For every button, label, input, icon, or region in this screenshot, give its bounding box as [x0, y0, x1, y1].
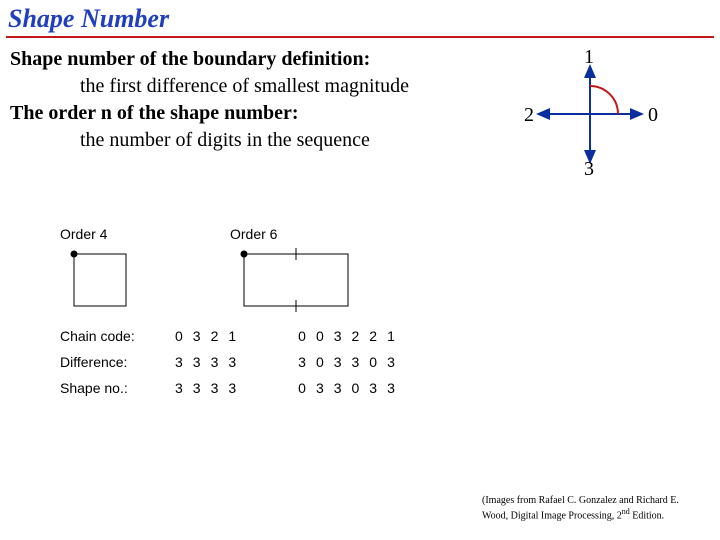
orders-figure: Order 4 Order 6 Chain code:	[60, 226, 540, 406]
page-title: Shape Number	[0, 0, 720, 36]
data-rows: Chain code: 0321 003221 Difference: 3333…	[60, 328, 540, 396]
title-underline	[6, 36, 714, 38]
row-shape-v4: 3333	[175, 380, 246, 396]
citation-line1: (Images from Rafael C. Gonzalez and Rich…	[482, 495, 679, 506]
row-gap	[246, 380, 298, 396]
order4-shape	[60, 246, 140, 316]
row-shape: Shape no.: 3333 033033	[60, 380, 540, 396]
row-chain: Chain code: 0321 003221	[60, 328, 540, 344]
citation-tail: Edition.	[630, 510, 664, 521]
order6-column: Order 6	[230, 226, 370, 316]
citation-line2: Wood, Digital Image Processing, 2	[482, 510, 622, 521]
row-chain-label: Chain code:	[60, 328, 175, 344]
compass-right-label: 0	[648, 104, 658, 127]
row-chain-v4: 0321	[175, 328, 246, 344]
row-diff: Difference: 3333 303303	[60, 354, 540, 370]
direction-compass: 1 0 3 2	[520, 54, 660, 174]
order6-shape	[230, 246, 370, 316]
row-diff-v4: 3333	[175, 354, 246, 370]
row-shape-label: Shape no.:	[60, 380, 175, 396]
row-gap	[246, 328, 298, 344]
citation-sup: nd	[622, 507, 630, 516]
citation: (Images from Rafael C. Gonzalez and Rich…	[482, 495, 702, 522]
row-chain-v6: 003221	[298, 328, 405, 344]
compass-up-label: 1	[584, 46, 594, 69]
compass-svg	[520, 54, 660, 174]
row-gap	[246, 354, 298, 370]
row-diff-v6: 303303	[298, 354, 405, 370]
row-shape-v6: 033033	[298, 380, 405, 396]
row-diff-label: Difference:	[60, 354, 175, 370]
order4-label: Order 4	[60, 226, 107, 242]
order4-column: Order 4	[60, 226, 140, 316]
order6-label: Order 6	[230, 226, 277, 242]
compass-left-label: 2	[524, 104, 534, 127]
compass-down-label: 3	[584, 158, 594, 181]
